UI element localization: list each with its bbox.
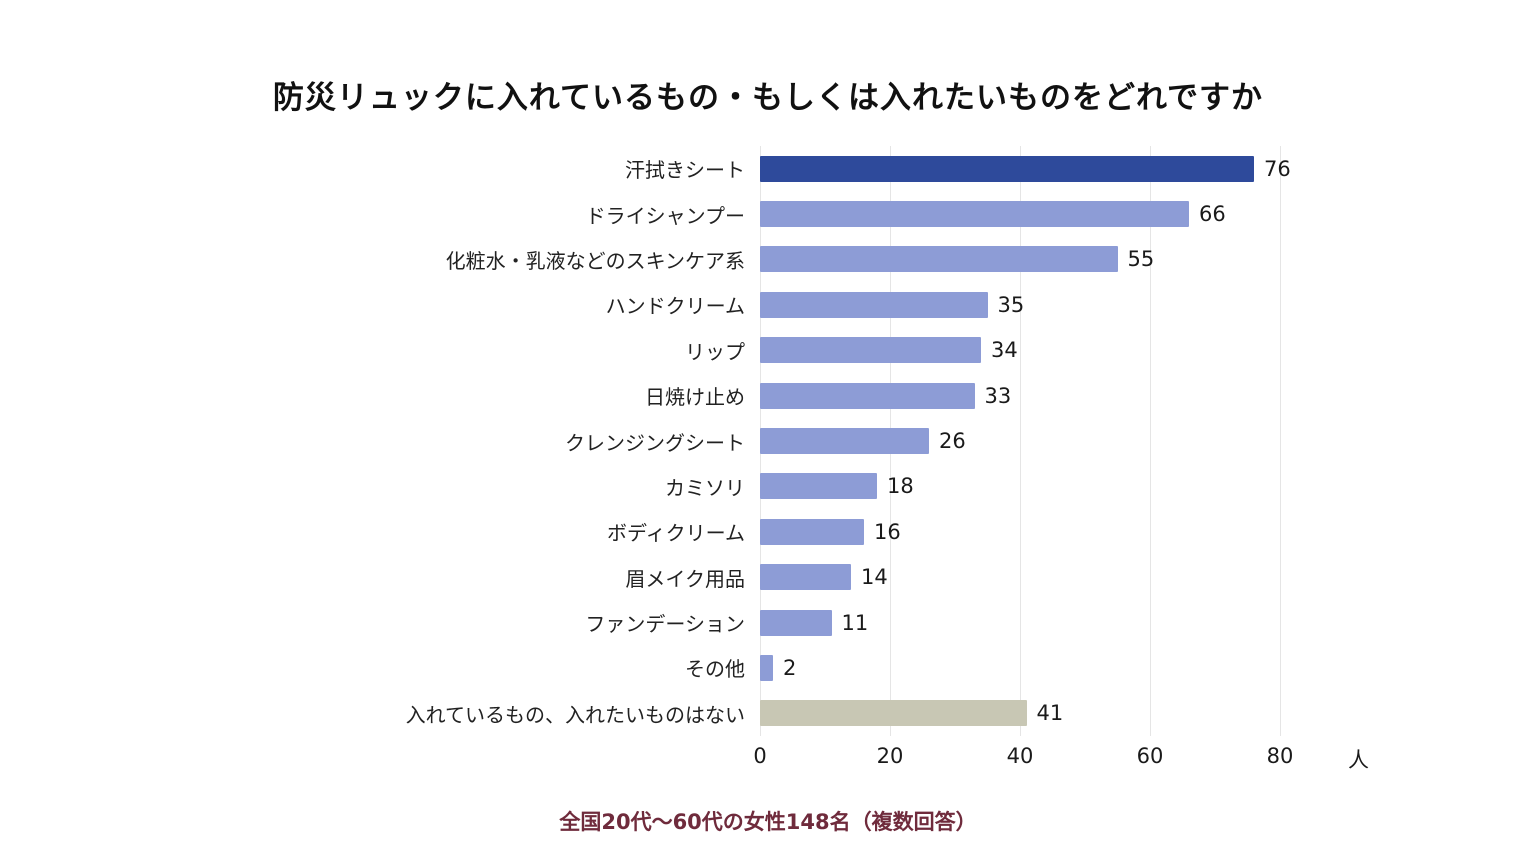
category-label: ドライシャンプー [585, 203, 745, 228]
category-label: 入れているもの、入れたいものはない [405, 702, 745, 727]
bar-row: ボディクリーム 16 [0, 509, 1536, 554]
value-label: 26 [939, 429, 966, 454]
bar-row: カミソリ 18 [0, 464, 1536, 509]
bar-row: その他 2 [0, 645, 1536, 690]
bar-area: 41 [760, 691, 1536, 736]
category-label: カミソリ [665, 475, 745, 500]
bar-area: 11 [760, 600, 1536, 645]
category-label: ハンドクリーム [605, 294, 745, 319]
value-label: 2 [783, 655, 797, 680]
x-tick: 80 [1266, 744, 1294, 769]
x-tick: 20 [876, 744, 904, 769]
bar-row: ファンデーション 11 [0, 600, 1536, 645]
bar [760, 246, 1118, 273]
value-label: 16 [874, 519, 901, 544]
bar-area: 66 [760, 191, 1536, 236]
x-tick: 60 [1136, 744, 1164, 769]
gridline [1150, 146, 1151, 737]
bar-row: リップ 34 [0, 328, 1536, 373]
bar-area: 34 [760, 328, 1536, 373]
x-tick: 0 [753, 744, 767, 769]
value-label: 34 [991, 338, 1018, 363]
category-label: その他 [685, 657, 745, 682]
value-label: 76 [1264, 156, 1291, 181]
bar-row: ハンドクリーム 35 [0, 282, 1536, 327]
bar-rows: 汗拭きシート 76 ドライシャンプー 66 化粧水・乳液などのスキンケア系 55 ハンドクリ… [0, 146, 1536, 736]
value-label: 33 [984, 383, 1012, 408]
value-label: 35 [997, 292, 1025, 317]
bar-area: 2 [760, 645, 1536, 690]
gridline [1280, 146, 1281, 737]
bar [760, 428, 929, 455]
x-tick: 40 [1006, 744, 1034, 769]
bar-area: 55 [760, 237, 1536, 282]
bar-chart: 汗拭きシート 76 ドライシャンプー 66 化粧水・乳液などのスキンケア系 55 ハンドクリ… [0, 146, 1536, 774]
bar [760, 564, 851, 591]
source-note: 全国20代〜60代の女性148名（複数回答） [559, 810, 977, 834]
bar-area: 76 [760, 146, 1536, 191]
category-label: ボディクリーム [607, 521, 745, 546]
bar-area: 18 [760, 464, 1536, 509]
bar-row: クレンジングシート 26 [0, 418, 1536, 463]
category-label: 化粧水・乳液などのスキンケア系 [445, 248, 745, 273]
bar-row: 汗拭きシート 76 [0, 146, 1536, 191]
category-label: 日焼け止め [645, 385, 745, 410]
bar-area: 35 [760, 282, 1536, 327]
bar-area: 26 [760, 418, 1536, 463]
category-label: 汗拭きシート [625, 158, 745, 183]
bar [760, 654, 773, 681]
bar [760, 201, 1189, 228]
bar [760, 291, 988, 318]
bar [760, 700, 1027, 727]
category-label: クレンジングシート [565, 430, 745, 455]
category-label: リップ [685, 339, 745, 364]
value-label: 55 [1127, 247, 1155, 272]
axis-unit-label: 人 [1348, 748, 1369, 773]
value-label: 18 [887, 474, 914, 499]
chart-title: 防災リュックに入れているもの・もしくは入れたいものをどれですか [272, 80, 1264, 116]
value-label: 11 [841, 610, 869, 635]
bar-area: 16 [760, 509, 1536, 554]
bar-row: 入れているもの、入れたいものはない 41 [0, 691, 1536, 736]
bar-row: ドライシャンプー 66 [0, 191, 1536, 236]
bar [760, 382, 975, 409]
category-label: ファンデーション [585, 612, 745, 637]
bar [760, 473, 877, 500]
bar [760, 337, 981, 364]
bar [760, 155, 1254, 182]
bar-area: 33 [760, 373, 1536, 418]
x-axis: 0 20 40 60 80 人 [0, 736, 1536, 774]
value-label: 14 [861, 565, 888, 590]
bar-row: 日焼け止め 33 [0, 373, 1536, 418]
value-label: 66 [1199, 202, 1226, 227]
bar [760, 518, 864, 545]
bar-row: 眉メイク用品 14 [0, 555, 1536, 600]
bar [760, 609, 832, 636]
value-label: 41 [1036, 701, 1064, 726]
bar-area: 14 [760, 555, 1536, 600]
bar-row: 化粧水・乳液などのスキンケア系 55 [0, 237, 1536, 282]
gridline [1020, 146, 1021, 737]
category-label: 眉メイク用品 [625, 566, 745, 591]
